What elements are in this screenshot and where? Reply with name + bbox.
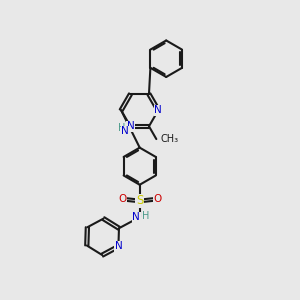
Text: O: O <box>153 194 161 204</box>
Text: CH₃: CH₃ <box>161 134 179 144</box>
Text: N: N <box>115 242 122 251</box>
Text: H: H <box>118 123 125 133</box>
Text: N: N <box>127 121 134 131</box>
Text: N: N <box>132 212 140 222</box>
Text: N: N <box>121 126 129 136</box>
Text: S: S <box>136 194 143 207</box>
Text: O: O <box>118 194 126 204</box>
Text: N: N <box>154 105 162 115</box>
Text: H: H <box>142 211 150 221</box>
